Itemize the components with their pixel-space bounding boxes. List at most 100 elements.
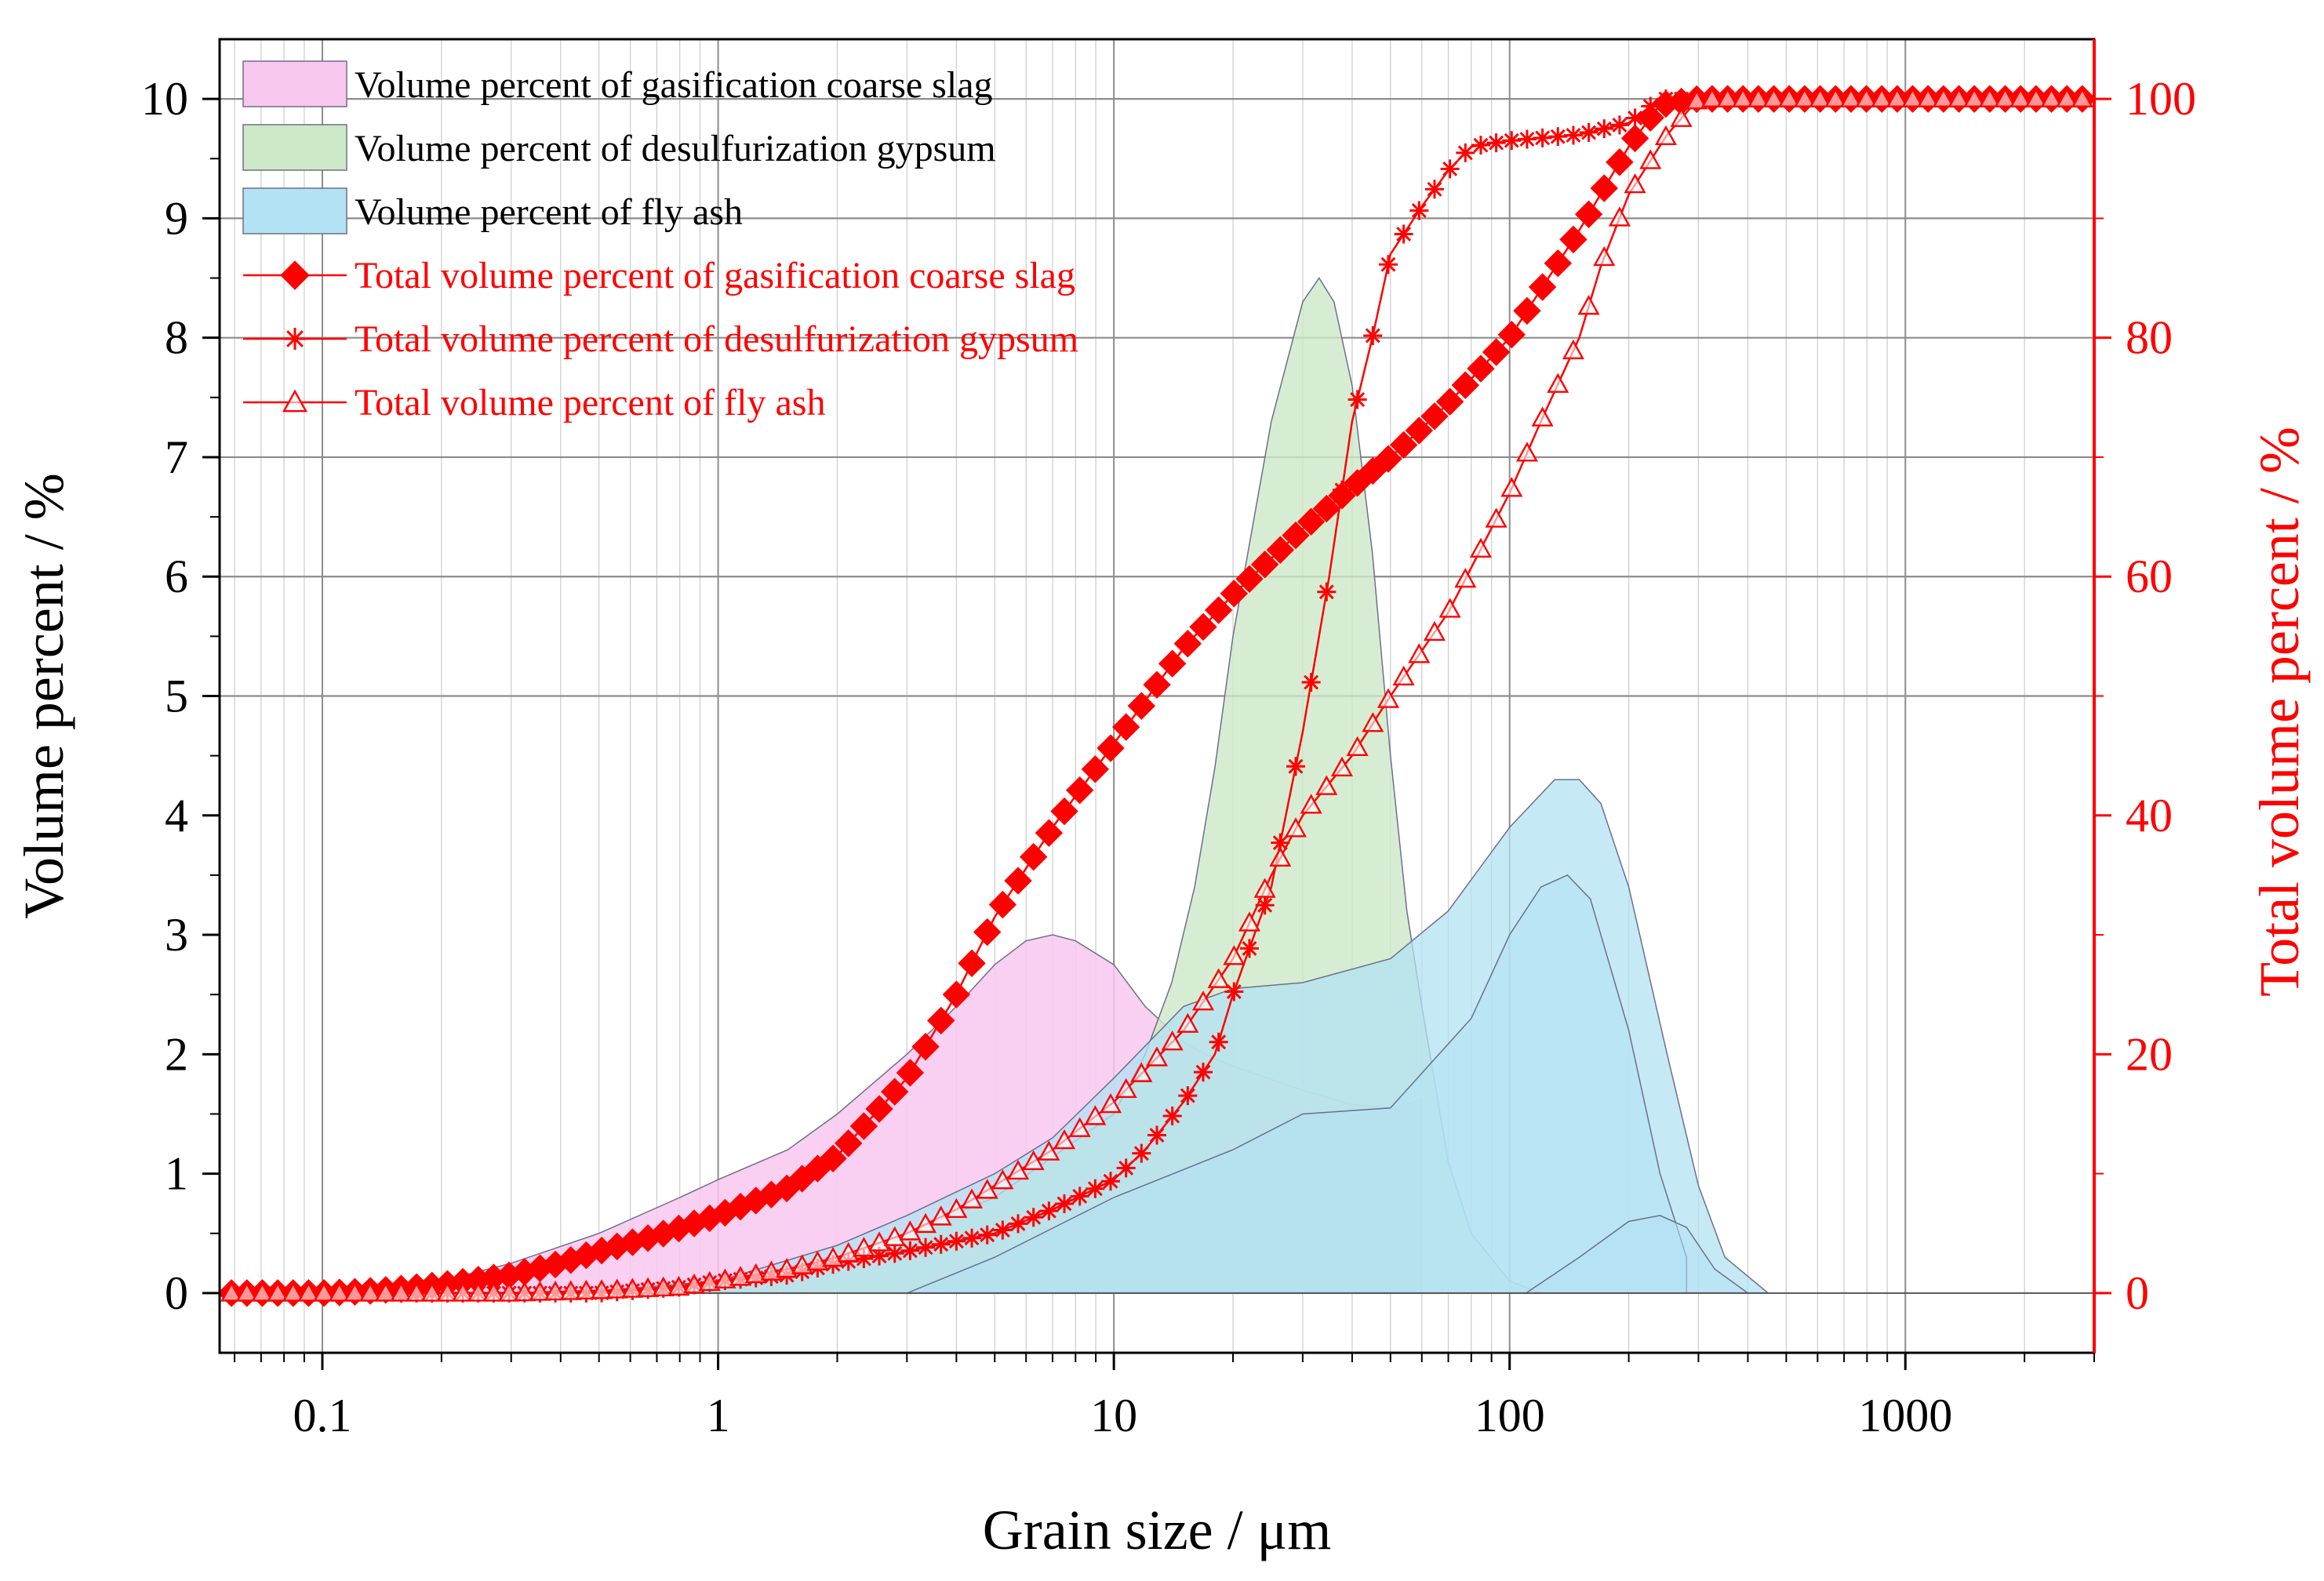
data-point xyxy=(591,1279,613,1299)
data-point xyxy=(760,1260,783,1281)
data-point xyxy=(1700,87,1723,107)
data-point xyxy=(621,1278,644,1298)
data-point xyxy=(1716,87,1739,107)
legend-item: Volume percent of gasification coarse sl… xyxy=(242,60,993,107)
data-point xyxy=(637,1277,660,1297)
data-point xyxy=(1625,108,1645,128)
data-point xyxy=(667,1275,690,1296)
data-point xyxy=(1374,445,1402,473)
data-point xyxy=(929,1205,952,1226)
data-point xyxy=(1547,373,1569,393)
data-point xyxy=(1544,249,1572,278)
data-point xyxy=(1686,89,1708,110)
legend-swatch-slag xyxy=(242,60,347,107)
data-point xyxy=(2040,87,2063,107)
data-point xyxy=(1420,402,1449,431)
legend-swatch-gypsum xyxy=(242,124,347,171)
data-point xyxy=(1099,1092,1122,1114)
y-right-tick-label: 100 xyxy=(2126,73,2196,125)
data-point xyxy=(1084,1105,1107,1125)
y-right-tick-label: 20 xyxy=(2126,1028,2173,1080)
y-left-tick-label: 6 xyxy=(165,551,188,602)
data-point xyxy=(1220,580,1249,608)
data-point xyxy=(1315,775,1338,795)
y-left-tick-label: 7 xyxy=(165,431,188,483)
data-point xyxy=(1932,87,1955,107)
legend-item: Volume percent of desulfurization gypsum xyxy=(242,124,996,171)
data-point xyxy=(1143,671,1171,699)
y-left-axis-title: Volume percent / % xyxy=(13,473,75,919)
data-point xyxy=(1282,521,1310,550)
data-point xyxy=(1266,536,1295,564)
data-point xyxy=(420,1281,443,1302)
data-point xyxy=(1517,129,1537,149)
data-point xyxy=(1793,87,1816,107)
x-axis-title: Grain size / μm xyxy=(983,1499,1331,1561)
data-point xyxy=(1009,1214,1028,1234)
data-point xyxy=(870,1246,889,1266)
data-point xyxy=(1050,797,1078,826)
data-point xyxy=(853,1237,875,1257)
data-point xyxy=(1312,494,1341,523)
data-point xyxy=(1639,149,1662,169)
data-point xyxy=(991,1169,1014,1190)
data-point xyxy=(1006,1159,1030,1180)
data-point xyxy=(1158,649,1187,678)
data-point xyxy=(819,1144,847,1172)
data-point xyxy=(729,1266,752,1286)
data-point xyxy=(328,1281,351,1302)
data-point xyxy=(1039,1201,1059,1221)
data-point xyxy=(1485,507,1508,528)
legend-label: Total volume percent of fly ash xyxy=(355,382,825,423)
x-tick-label: 1000 xyxy=(1858,1390,1952,1441)
data-point xyxy=(837,1241,860,1263)
data-point xyxy=(1022,1150,1045,1170)
data-point xyxy=(683,1273,706,1294)
data-point xyxy=(1055,1194,1075,1213)
data-point xyxy=(1563,125,1583,145)
data-point xyxy=(883,1226,906,1246)
legend-label: Volume percent of desulfurization gypsum xyxy=(355,128,996,169)
y-left-tick-label: 2 xyxy=(165,1028,188,1080)
data-point xyxy=(1189,612,1217,641)
data-point xyxy=(529,1281,551,1301)
legend-swatch-flyash xyxy=(242,187,347,234)
data-point xyxy=(1097,734,1125,762)
data-point xyxy=(1500,477,1523,497)
data-point xyxy=(1086,1179,1105,1198)
data-point xyxy=(559,1280,582,1300)
data-point xyxy=(2056,87,2079,107)
data-point xyxy=(1574,200,1603,228)
data-point xyxy=(1454,568,1477,588)
data-point xyxy=(1038,1140,1060,1161)
data-point xyxy=(868,1231,891,1252)
data-point xyxy=(1224,982,1244,1001)
data-point xyxy=(1747,87,1769,107)
data-point xyxy=(1440,159,1460,179)
data-point xyxy=(914,1212,937,1234)
data-point xyxy=(993,1220,1013,1240)
x-tick-label: 100 xyxy=(1475,1390,1545,1441)
data-point xyxy=(976,1179,998,1199)
data-point xyxy=(1116,1158,1136,1178)
data-point xyxy=(251,1281,274,1302)
data-point xyxy=(1301,673,1321,692)
legend-item: Total volume percent of gasification coa… xyxy=(243,255,1075,296)
data-point xyxy=(1528,273,1557,301)
x-tick-label: 0.1 xyxy=(293,1390,352,1441)
data-point xyxy=(297,1281,320,1302)
data-point xyxy=(854,1248,874,1268)
data-point xyxy=(2009,87,2032,107)
y-left-tick-label: 0 xyxy=(165,1267,188,1319)
data-point xyxy=(1019,842,1048,871)
data-point xyxy=(1253,878,1276,898)
data-point xyxy=(885,1244,904,1263)
data-point xyxy=(977,1225,997,1245)
y-left-tick-label: 5 xyxy=(165,671,188,722)
data-point xyxy=(452,1281,475,1302)
data-point xyxy=(1963,87,1986,107)
y-right-axis-title: Total volume percent / % xyxy=(2248,427,2311,997)
data-point xyxy=(1235,565,1264,594)
